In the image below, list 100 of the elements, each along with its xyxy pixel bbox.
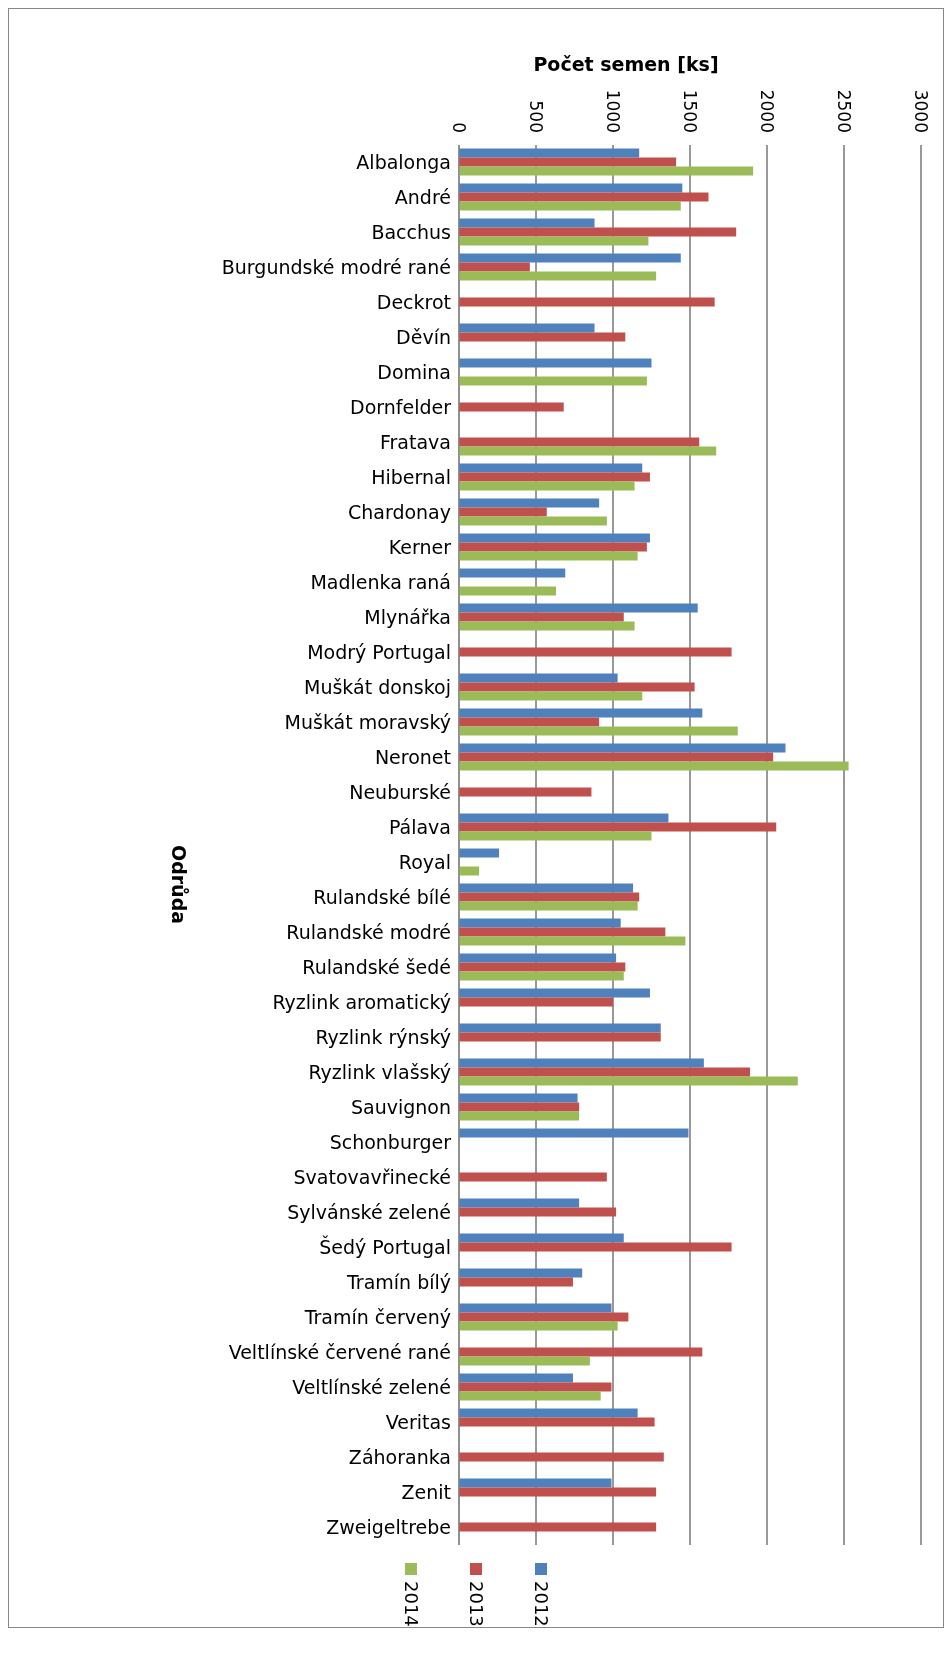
- y-tick-label: Sauvignon: [350, 1096, 451, 1119]
- y-tick-label: Tramín bílý: [346, 1271, 451, 1294]
- bar: [459, 218, 595, 228]
- y-tick-label: Deckrot: [376, 291, 451, 314]
- bar: [459, 271, 657, 281]
- bar: [459, 1023, 661, 1033]
- y-tick-label: Veltlínské červené rané: [228, 1341, 451, 1364]
- bar: [459, 621, 635, 631]
- bar: [459, 1111, 580, 1121]
- y-tick-label: Ryzlink vlašský: [308, 1061, 451, 1084]
- bar: [459, 192, 709, 202]
- bar: [459, 332, 626, 342]
- bar: [459, 1373, 573, 1383]
- bar: [459, 1058, 704, 1068]
- bar: [459, 918, 621, 928]
- bar: [459, 927, 666, 937]
- bar: [459, 708, 703, 718]
- y-tick-label: Fratava: [380, 431, 451, 454]
- x-tick-label: 1500: [680, 89, 700, 133]
- y-tick-label: Tramín červený: [303, 1306, 451, 1329]
- bar: [459, 997, 613, 1007]
- y-tick-label: Royal: [398, 851, 451, 874]
- bar: [459, 568, 566, 578]
- bar: [459, 183, 683, 193]
- bar: [459, 1452, 664, 1462]
- bar: [459, 1356, 590, 1366]
- bar: [459, 1067, 751, 1077]
- y-tick-label: Neuburské: [349, 781, 451, 804]
- bar: [459, 971, 624, 981]
- bar: [459, 498, 600, 508]
- bar: [459, 297, 715, 307]
- y-tick-label: Rulandské šedé: [302, 956, 451, 979]
- y-tick-label: Zweigeltrebe: [326, 1516, 451, 1539]
- bar: [459, 1172, 607, 1182]
- bar: [459, 1408, 638, 1418]
- y-tick-label: Ryzlink aromatický: [272, 991, 451, 1014]
- bar: [459, 472, 650, 482]
- bar: [459, 901, 638, 911]
- bar: [459, 726, 738, 736]
- bar: [459, 1312, 629, 1322]
- bar: [459, 673, 618, 683]
- y-tick-label: Veltlínské zelené: [292, 1376, 451, 1399]
- bar: [459, 166, 754, 176]
- legend-label: 2013: [465, 1581, 487, 1627]
- bar: [459, 1522, 657, 1532]
- bar: [459, 1268, 583, 1278]
- bar: [459, 822, 777, 832]
- bar: [459, 1093, 578, 1103]
- x-axis-title: Počet semen [ks]: [532, 52, 720, 75]
- y-tick-label: Děvín: [396, 326, 451, 349]
- bar: [459, 323, 595, 333]
- y-tick-label: Chardonay: [347, 501, 451, 524]
- y-tick-label: Rulandské modré: [286, 921, 451, 944]
- bar: [459, 1417, 655, 1427]
- bar: [459, 481, 635, 491]
- y-tick-label: Záhoranka: [348, 1446, 451, 1469]
- bar: [459, 402, 564, 412]
- y-tick-label: Šedý Portugal: [319, 1235, 451, 1259]
- bar: [459, 647, 732, 657]
- bar: [459, 463, 643, 473]
- x-tick-label: 1000: [603, 89, 623, 133]
- y-tick-label: Schonburger: [329, 1131, 452, 1154]
- bar: [459, 148, 640, 158]
- bar: [459, 988, 650, 998]
- y-tick-label: Svatovavřinecké: [293, 1166, 451, 1189]
- bar: [459, 262, 530, 272]
- legend-label: 2012: [530, 1581, 552, 1627]
- bar: [459, 157, 677, 167]
- bar: [459, 253, 681, 263]
- bar: [459, 1321, 618, 1331]
- bar: [459, 936, 686, 946]
- bar: [459, 962, 626, 972]
- bar: [459, 551, 638, 561]
- bar: [459, 1198, 580, 1208]
- bar: [459, 1128, 689, 1138]
- y-tick-label: Burgundské modré rané: [221, 256, 451, 279]
- bar: [459, 1242, 732, 1252]
- bar: [459, 1478, 612, 1488]
- bar: [459, 1076, 798, 1086]
- bar: [459, 533, 650, 543]
- y-tick-label: Albalonga: [356, 151, 451, 174]
- y-tick-label: Muškát moravský: [284, 711, 451, 734]
- y-tick-label: Sylvánské zelené: [287, 1201, 451, 1224]
- bar: [459, 236, 649, 246]
- bar: [459, 1233, 624, 1243]
- bar: [459, 892, 640, 902]
- bar: [459, 761, 849, 771]
- bar: [459, 866, 480, 876]
- bar: [459, 752, 774, 762]
- bar: [459, 1303, 612, 1313]
- bar: [459, 586, 557, 596]
- bar: [459, 227, 737, 237]
- bar: [459, 1207, 617, 1217]
- bar: [459, 813, 669, 823]
- y-tick-label: Domina: [377, 361, 451, 384]
- y-tick-label: Hibernal: [371, 466, 451, 489]
- x-tick-label: 2500: [834, 89, 854, 133]
- y-tick-label: Muškát donskoj: [304, 676, 451, 699]
- bar: [459, 1277, 573, 1287]
- bar: [459, 717, 600, 727]
